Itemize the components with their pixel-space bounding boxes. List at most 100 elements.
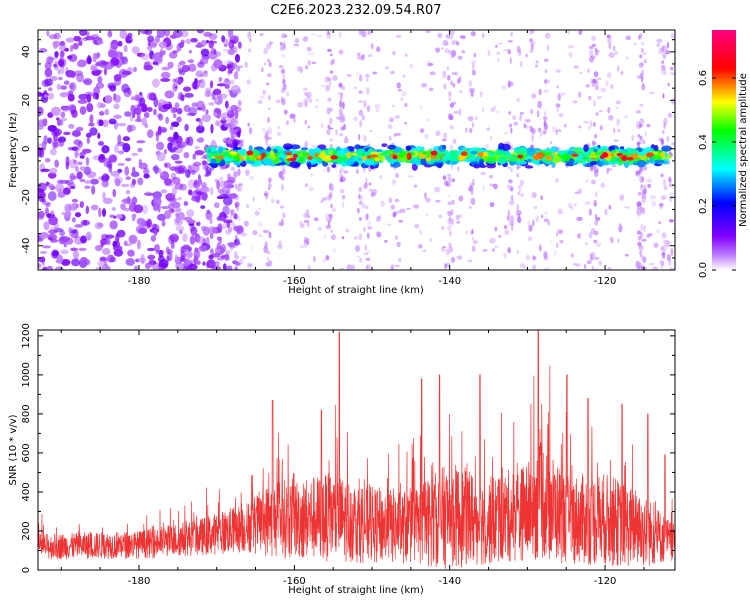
noise-speck bbox=[429, 238, 433, 242]
noise-speck bbox=[419, 229, 422, 235]
band-blob bbox=[248, 145, 253, 153]
noise-blob bbox=[124, 166, 130, 176]
band-peak bbox=[457, 154, 466, 161]
noise-blob bbox=[112, 245, 123, 252]
noise-speck bbox=[262, 89, 267, 93]
noise-speck bbox=[241, 255, 247, 260]
noise-speck bbox=[296, 37, 300, 43]
noise-speck bbox=[364, 244, 368, 252]
noise-blob bbox=[67, 183, 76, 188]
noise-speck bbox=[659, 202, 663, 209]
noise-speck bbox=[616, 118, 621, 127]
noise-speck bbox=[540, 214, 544, 219]
noise-speck bbox=[339, 176, 346, 183]
noise-speck bbox=[607, 106, 611, 114]
noise-speck bbox=[234, 213, 239, 219]
noise-blob bbox=[215, 51, 222, 57]
noise-speck bbox=[470, 31, 476, 37]
noise-speck bbox=[659, 203, 664, 207]
noise-blob bbox=[53, 60, 60, 71]
noise-speck bbox=[363, 226, 366, 233]
noise-speck bbox=[531, 40, 536, 46]
noise-speck bbox=[458, 213, 463, 219]
noise-speck bbox=[441, 246, 446, 253]
noise-blob bbox=[60, 117, 68, 122]
noise-speck bbox=[618, 223, 622, 226]
noise-blob bbox=[88, 122, 95, 127]
noise-speck bbox=[595, 112, 599, 116]
noise-speck bbox=[589, 77, 594, 84]
noise-speck bbox=[395, 34, 402, 38]
noise-blob bbox=[98, 207, 102, 218]
noise-speck bbox=[529, 48, 535, 54]
noise-speck bbox=[641, 62, 644, 66]
noise-blob bbox=[103, 67, 108, 76]
noise-blob bbox=[153, 167, 162, 174]
noise-blob bbox=[104, 258, 108, 268]
noise-speck bbox=[304, 120, 307, 125]
noise-speck bbox=[611, 164, 617, 168]
y-tick-label: 200 bbox=[21, 521, 32, 540]
noise-speck bbox=[596, 77, 602, 80]
noise-blob bbox=[56, 138, 63, 143]
noise-speck bbox=[340, 126, 345, 131]
noise-speck bbox=[472, 240, 478, 244]
noise-speck bbox=[452, 83, 456, 88]
noise-blob bbox=[230, 84, 241, 94]
noise-speck bbox=[508, 179, 513, 184]
noise-blob bbox=[172, 113, 177, 119]
noise-speck bbox=[248, 176, 255, 181]
noise-speck bbox=[606, 34, 611, 39]
band-blob bbox=[610, 156, 617, 164]
noise-speck bbox=[376, 46, 381, 53]
noise-blob bbox=[113, 74, 122, 82]
noise-speck bbox=[366, 213, 369, 220]
noise-blob bbox=[167, 61, 174, 69]
band-blob bbox=[422, 151, 427, 155]
noise-blob bbox=[105, 234, 115, 239]
noise-speck bbox=[394, 211, 398, 216]
noise-blob bbox=[38, 106, 44, 116]
noise-blob bbox=[38, 263, 42, 269]
noise-speck bbox=[608, 42, 612, 50]
noise-speck bbox=[467, 186, 472, 192]
noise-speck bbox=[593, 202, 597, 207]
noise-blob bbox=[119, 30, 128, 39]
noise-speck bbox=[232, 62, 238, 69]
band-blob bbox=[661, 145, 672, 152]
noise-blob bbox=[85, 31, 90, 37]
noise-speck bbox=[645, 234, 651, 238]
noise-speck bbox=[445, 42, 449, 46]
noise-speck bbox=[670, 98, 675, 105]
noise-speck bbox=[304, 119, 308, 125]
noise-speck bbox=[327, 30, 330, 35]
colorbar-ticks: 0.0 0.2 0.4 0.6 bbox=[698, 70, 736, 278]
noise-blob bbox=[45, 56, 54, 65]
noise-speck bbox=[594, 47, 598, 53]
noise-blob bbox=[130, 171, 140, 178]
noise-blob bbox=[139, 97, 146, 107]
noise-speck bbox=[569, 205, 574, 211]
noise-speck bbox=[223, 60, 228, 64]
band-blob bbox=[590, 151, 596, 158]
noise-speck bbox=[451, 199, 455, 205]
noise-blob bbox=[160, 71, 171, 79]
noise-speck bbox=[352, 264, 355, 270]
noise-blob bbox=[53, 227, 64, 233]
noise-blob bbox=[102, 119, 109, 128]
noise-speck bbox=[607, 72, 612, 79]
noise-blob bbox=[169, 233, 180, 243]
band-peak bbox=[545, 155, 553, 161]
noise-blob bbox=[54, 159, 60, 168]
noise-blob bbox=[163, 178, 173, 186]
noise-blob bbox=[68, 83, 75, 90]
band-blob bbox=[581, 158, 587, 166]
band-blob bbox=[233, 141, 238, 149]
noise-blob bbox=[80, 235, 88, 244]
band-blob bbox=[486, 157, 497, 165]
noise-speck bbox=[507, 165, 511, 170]
noise-speck bbox=[306, 65, 309, 70]
noise-speck bbox=[413, 184, 418, 188]
noise-blob bbox=[148, 257, 154, 268]
